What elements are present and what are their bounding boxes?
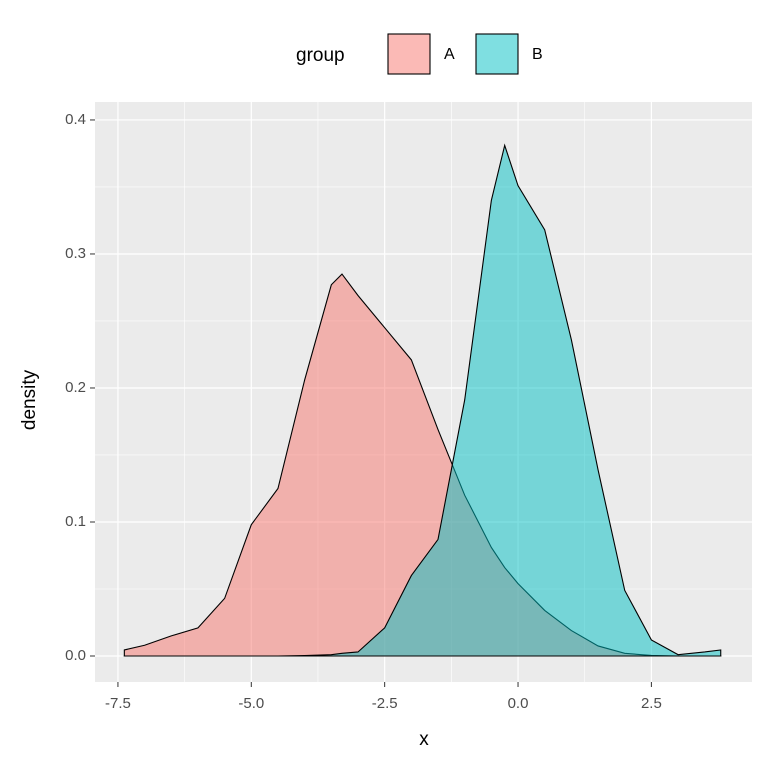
legend-label: A xyxy=(444,46,455,63)
legend-key xyxy=(475,33,519,75)
x-tick-label: -2.5 xyxy=(372,695,398,712)
legend: group A B xyxy=(296,33,543,75)
x-tick-label: 2.5 xyxy=(641,695,662,712)
areas xyxy=(123,143,722,657)
legend-label: B xyxy=(532,46,543,63)
y-axis-title: density xyxy=(19,369,40,430)
x-tick-label: -5.0 xyxy=(238,695,264,712)
legend-key xyxy=(387,33,431,75)
x-tick-label: -7.5 xyxy=(105,695,131,712)
y-tick-label: 0.1 xyxy=(65,513,86,530)
x-axis-title: x xyxy=(419,729,429,750)
y-tick-label: 0.0 xyxy=(65,647,86,664)
y-tick-label: 0.4 xyxy=(65,111,86,128)
y-tick-label: 0.2 xyxy=(65,379,86,396)
y-tick-label: 0.3 xyxy=(65,245,86,262)
legend-title: group xyxy=(296,45,345,66)
x-tick-label: 0.0 xyxy=(508,695,529,712)
density-area xyxy=(123,143,722,657)
axes: -7.5 -5.0 -2.5 0.0 2.5 0.0 0.1 0.2 0.3 0.4 xyxy=(65,111,662,712)
